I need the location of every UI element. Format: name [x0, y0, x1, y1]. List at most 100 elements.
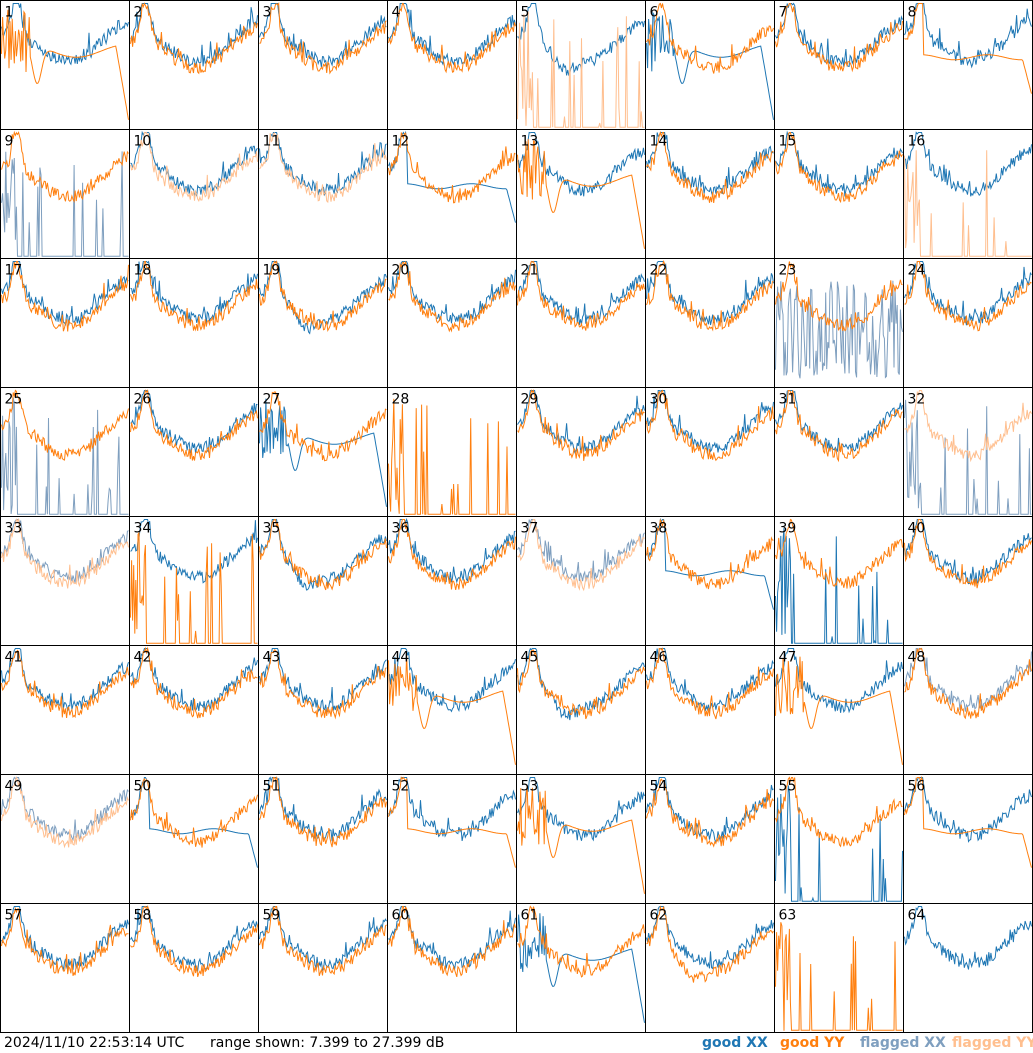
series-yy-line	[1, 9, 129, 120]
series-yy-line	[775, 518, 903, 589]
panel-number: 19	[263, 263, 281, 279]
timestamp: 2024/11/10 22:53:14 UTC	[4, 1035, 185, 1051]
series-xx-line	[775, 648, 903, 714]
series-xx-line	[130, 519, 258, 584]
panel-16: 16	[903, 129, 1033, 259]
series-xx-line	[259, 398, 387, 507]
panel-7: 7	[774, 0, 904, 130]
series-xx-line	[517, 131, 645, 197]
panel-number: 33	[5, 521, 23, 537]
panel-51: 51	[258, 774, 388, 904]
panel-37: 37	[516, 516, 646, 646]
series-xx-line	[646, 132, 774, 197]
panel-41: 41	[0, 645, 130, 775]
panel-number: 8	[908, 5, 917, 21]
series-yy-line	[388, 261, 516, 333]
series-xx-line	[775, 527, 903, 644]
panel-42: 42	[129, 645, 259, 775]
panel-number: 54	[650, 779, 668, 795]
series-yy-line	[646, 778, 774, 848]
series-yy-line	[1, 776, 129, 849]
panel-number: 60	[392, 908, 410, 924]
series-xx-line	[775, 130, 903, 197]
series-yy-line	[517, 649, 645, 720]
panel-17: 17	[0, 258, 130, 388]
series-xx-line	[517, 261, 645, 326]
panel-number: 49	[5, 779, 23, 795]
series-yy-line	[517, 260, 645, 331]
series-yy-line	[388, 655, 516, 765]
series-yy-line	[646, 260, 774, 332]
panel-number: 58	[134, 908, 152, 924]
panel-39: 39	[774, 516, 904, 646]
panel-53: 53	[516, 774, 646, 904]
series-yy-line	[130, 131, 258, 202]
series-yy-line	[388, 776, 516, 868]
panel-number: 47	[779, 650, 797, 666]
series-yy-line	[646, 905, 774, 983]
series-xx-line	[130, 906, 258, 972]
panel-5: 5	[516, 0, 646, 130]
series-xx-line	[259, 648, 387, 714]
series-xx-line	[646, 11, 774, 120]
panel-frame	[645, 129, 775, 259]
panel-49: 49	[0, 774, 130, 904]
series-yy-line	[259, 776, 387, 848]
series-yy-line	[130, 2, 258, 75]
panel-number: 34	[134, 521, 152, 537]
series-yy-line	[775, 3, 903, 73]
panel-number: 50	[134, 779, 152, 795]
panel-number: 40	[908, 521, 926, 537]
panel-50: 50	[129, 774, 259, 904]
panel-20: 20	[387, 258, 517, 388]
panel-number: 24	[908, 263, 926, 279]
panel-12: 12	[387, 129, 517, 259]
panel-number: 2	[134, 5, 143, 21]
panel-number: 27	[263, 392, 281, 408]
panel-number: 37	[521, 521, 539, 537]
legend-good-xx: good XX	[702, 1035, 768, 1051]
series-yy-line	[904, 261, 1032, 332]
panel-35: 35	[258, 516, 388, 646]
panel-frame	[774, 903, 904, 1033]
series-yy-line	[646, 389, 774, 462]
panel-number: 51	[263, 779, 281, 795]
panel-27: 27	[258, 387, 388, 517]
series-yy-line	[646, 130, 774, 203]
panel-63: 63	[774, 903, 904, 1033]
panel-number: 39	[779, 521, 797, 537]
panel-number: 56	[908, 779, 926, 795]
panel-61: 61	[516, 903, 646, 1033]
series-yy-line	[388, 519, 516, 590]
series-xx-line	[646, 777, 774, 843]
series-yy-line	[259, 131, 387, 204]
series-xx-line	[904, 519, 1032, 585]
series-xx-line	[646, 517, 774, 610]
panel-40: 40	[903, 516, 1033, 646]
series-yy-line	[259, 260, 387, 332]
panel-number: 14	[650, 134, 668, 150]
panel-number: 16	[908, 134, 926, 150]
panel-number: 57	[5, 908, 23, 924]
series-xx-line	[904, 131, 1032, 197]
series-yy-line	[130, 646, 258, 719]
legend-good-yy: good YY	[780, 1035, 845, 1051]
series-xx-line	[517, 913, 645, 1023]
panel-number: 53	[521, 779, 539, 795]
panel-9: 9	[0, 129, 130, 259]
series-yy-line	[775, 390, 903, 463]
series-yy-line	[388, 398, 516, 515]
series-xx-line	[1, 3, 129, 66]
panel-number: 26	[134, 392, 152, 408]
series-xx-line	[904, 777, 1032, 843]
panel-29: 29	[516, 387, 646, 517]
series-yy-line	[259, 2, 387, 75]
series-yy-line	[904, 390, 1032, 463]
panel-number: 30	[650, 392, 668, 408]
panel-frame	[129, 258, 259, 388]
panel-43: 43	[258, 645, 388, 775]
panel-number: 64	[908, 908, 926, 924]
panel-number: 31	[779, 392, 797, 408]
panel-57: 57	[0, 903, 130, 1033]
